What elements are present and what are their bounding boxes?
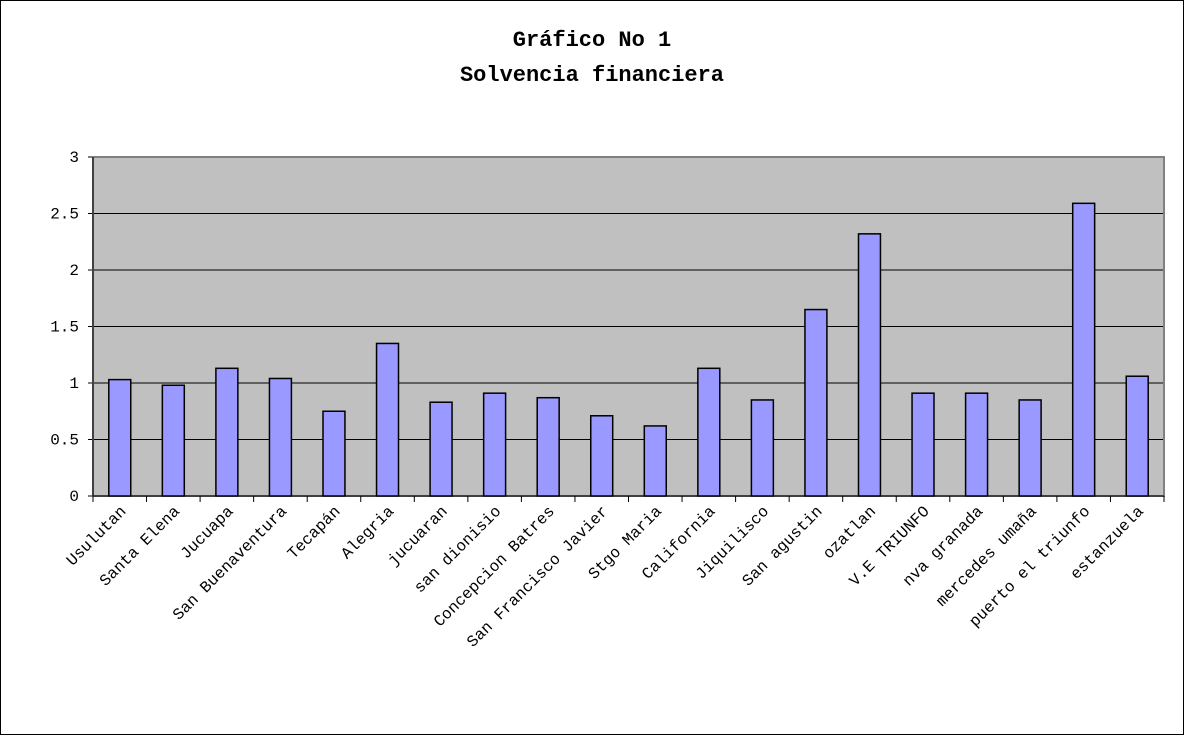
bar — [750, 399, 775, 497]
y-tick-label: 0.5 — [50, 432, 79, 450]
bar — [536, 396, 560, 497]
bar — [857, 233, 882, 497]
y-tick-label: 2 — [69, 262, 79, 280]
bar — [1071, 202, 1096, 497]
chart-title: Gráfico No 1 — [512, 28, 672, 53]
bar — [161, 384, 186, 497]
bar — [429, 401, 453, 497]
y-tick-label: 1.5 — [50, 319, 79, 337]
y-tick-label: 3 — [69, 149, 79, 167]
bar — [697, 367, 721, 497]
x-tick-label: mercedes umaña — [933, 503, 1041, 611]
bar — [322, 410, 346, 497]
bar — [804, 308, 828, 497]
y-tick-label: 1 — [69, 375, 79, 393]
bar — [589, 415, 614, 497]
bar — [1018, 399, 1042, 497]
y-tick-label: 0 — [69, 488, 79, 506]
bar — [964, 392, 989, 497]
x-tick-label: Tecapán — [284, 503, 344, 563]
bar — [108, 378, 132, 497]
bar — [643, 425, 668, 497]
y-tick-label: 2.5 — [50, 206, 79, 224]
bar — [911, 392, 935, 497]
bar — [375, 342, 400, 497]
chart-subtitle: Solvencia financiera — [459, 63, 725, 88]
bar — [215, 367, 239, 497]
bar — [268, 377, 293, 497]
bar — [482, 392, 507, 497]
bar — [1125, 375, 1149, 497]
